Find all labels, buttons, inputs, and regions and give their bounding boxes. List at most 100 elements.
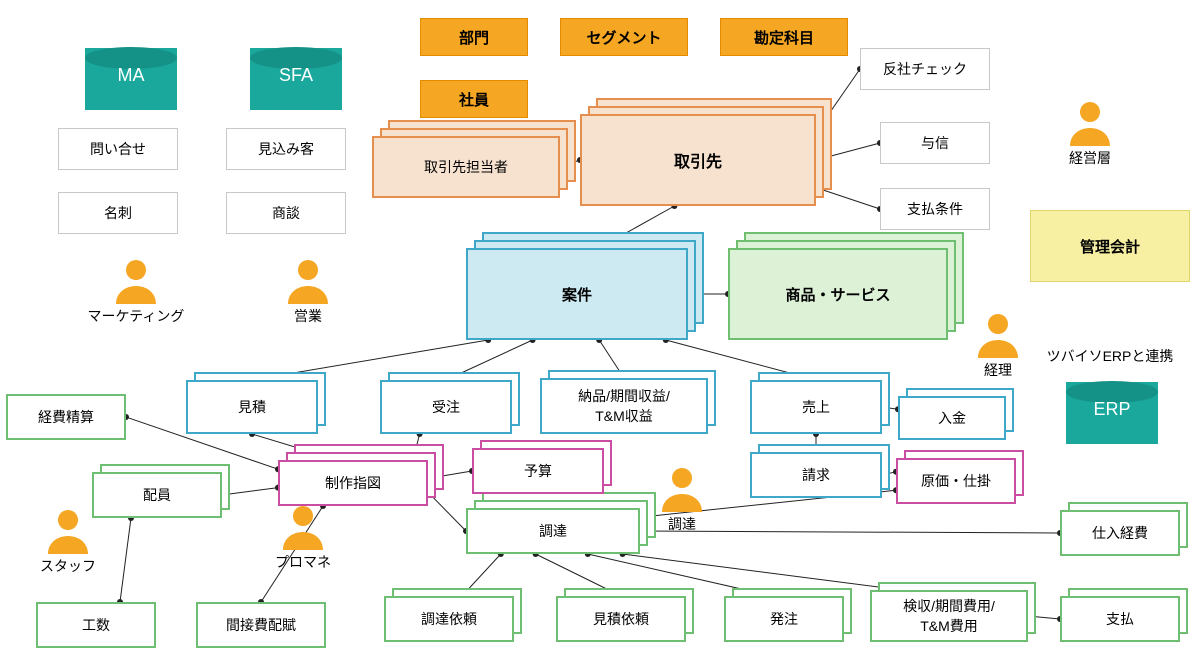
p-staff-label: スタッフ <box>40 556 96 576</box>
cs-sales-label: 売上 <box>802 397 830 417</box>
p-acct: 経理 <box>970 310 1026 380</box>
gb-lead: 見込み客 <box>226 128 346 170</box>
ms-wo-label: 制作指図 <box>325 473 381 493</box>
gb-bizcard-label: 名刺 <box>104 203 132 223</box>
gs-kansetsu-label: 間接費配賦 <box>226 615 296 635</box>
ob-account: 勘定科目 <box>720 18 848 56</box>
gs-inspect: 検収/期間費用/ T&M費用 <box>870 590 1028 642</box>
cyl-sfa: SFA <box>250 48 342 110</box>
edge-gs-haiin-gs-kousu <box>120 518 131 602</box>
gb-erp-link-label: ツバイソERPと連携 <box>1047 346 1174 366</box>
ms-budget: 予算 <box>472 448 604 494</box>
cs-invoice-label: 請求 <box>802 465 830 485</box>
p-pm: プロマネ <box>275 502 331 572</box>
ob-emp-label: 社員 <box>459 89 489 110</box>
gs-pay: 支払 <box>1060 596 1180 642</box>
ms-cost-label: 原価・仕掛 <box>921 471 991 491</box>
cyl-erp-label: ERP <box>1093 399 1130 420</box>
gb-check-label: 反社チェック <box>883 59 967 79</box>
gs-siire-label: 仕入経費 <box>1092 523 1148 543</box>
ms-budget-label: 予算 <box>524 461 552 481</box>
p-acct-label: 経理 <box>970 360 1026 380</box>
ob-segment: セグメント <box>560 18 688 56</box>
yb-mgmt-label: 管理会計 <box>1080 236 1140 257</box>
gs-procreq-label: 調達依頼 <box>421 609 477 629</box>
gs-haiin-label: 配員 <box>143 485 171 505</box>
yb-mgmt: 管理会計 <box>1030 210 1190 282</box>
person-icon <box>1062 98 1118 146</box>
gb-payterm: 支払条件 <box>880 188 990 230</box>
p-staff: スタッフ <box>40 506 96 576</box>
gs-procure-label: 調達 <box>539 521 567 541</box>
gs-siire: 仕入経費 <box>1060 510 1180 556</box>
gs-product-label: 商品・サービス <box>785 284 890 305</box>
gs-kousu: 工数 <box>36 602 156 648</box>
cs-cash-label: 入金 <box>938 408 966 428</box>
cs-order-label: 受注 <box>432 397 460 417</box>
cs-sales: 売上 <box>750 380 882 434</box>
edge-ms-wo-gs-procure <box>428 492 466 531</box>
gs-product: 商品・サービス <box>728 248 948 340</box>
person-icon <box>40 506 96 554</box>
gb-credit: 与信 <box>880 122 990 164</box>
edge-ols-partner-gb-payterm <box>816 188 880 209</box>
ob-dept: 部門 <box>420 18 528 56</box>
gs-exp-label: 経費精算 <box>38 407 94 427</box>
gb-inquiry-label: 問い合せ <box>90 139 146 159</box>
gb-credit-label: 与信 <box>921 133 949 153</box>
gb-check: 反社チェック <box>860 48 990 90</box>
person-icon <box>275 502 331 550</box>
gb-bizcard: 名刺 <box>58 192 178 234</box>
p-marketing-label: マーケティング <box>88 306 185 326</box>
gs-po: 発注 <box>724 596 844 642</box>
gs-quotereq: 見積依頼 <box>556 596 686 642</box>
gs-quotereq-label: 見積依頼 <box>593 609 649 629</box>
ols-contact-label: 取引先担当者 <box>424 157 508 177</box>
cs-cash: 入金 <box>898 396 1006 440</box>
ols-contact: 取引先担当者 <box>372 136 560 198</box>
cs-invoice: 請求 <box>750 452 882 498</box>
p-sales: 営業 <box>280 256 336 326</box>
ms-wo: 制作指図 <box>278 460 428 506</box>
p-pm-label: プロマネ <box>275 552 331 572</box>
gb-deal: 商談 <box>226 192 346 234</box>
gb-lead-label: 見込み客 <box>258 139 314 159</box>
cs-order: 受注 <box>380 380 512 434</box>
person-icon <box>108 256 164 304</box>
gs-procure: 調達 <box>466 508 640 554</box>
gs-procreq: 調達依頼 <box>384 596 514 642</box>
p-proc: 調達 <box>654 464 710 534</box>
gb-payterm-label: 支払条件 <box>907 199 963 219</box>
ols-partner-label: 取引先 <box>674 148 722 172</box>
edge-gs-procure-gs-inspect <box>623 554 902 590</box>
cyl-sfa-label: SFA <box>279 65 313 86</box>
gs-kousu-label: 工数 <box>82 615 110 635</box>
gs-kansetsu: 間接費配賦 <box>196 602 326 648</box>
cs-quote: 見積 <box>186 380 318 434</box>
cyl-erp: ERP <box>1066 382 1158 444</box>
person-icon <box>280 256 336 304</box>
cs-deliver-label: 納品/期間収益/ T&M収益 <box>578 386 670 426</box>
ob-segment-label: セグメント <box>586 27 661 48</box>
gb-deal-label: 商談 <box>272 203 300 223</box>
gs-pay-label: 支払 <box>1106 609 1134 629</box>
ob-emp: 社員 <box>420 80 528 118</box>
p-exec: 経営層 <box>1062 98 1118 168</box>
cyl-ma-label: MA <box>118 65 145 86</box>
ob-account-label: 勘定科目 <box>754 27 814 48</box>
gb-erp-link: ツバイソERPと連携 <box>1020 342 1200 370</box>
gs-haiin: 配員 <box>92 472 222 518</box>
person-icon <box>970 310 1026 358</box>
gs-exp: 経費精算 <box>6 394 126 440</box>
p-marketing: マーケティング <box>108 256 184 326</box>
p-sales-label: 営業 <box>280 306 336 326</box>
cs-deliver: 納品/期間収益/ T&M収益 <box>540 378 708 434</box>
ols-partner: 取引先 <box>580 114 816 206</box>
p-proc-label: 調達 <box>654 514 710 534</box>
gs-po-label: 発注 <box>770 609 798 629</box>
person-icon <box>654 464 710 512</box>
gs-inspect-label: 検収/期間費用/ T&M費用 <box>903 596 995 636</box>
ms-cost: 原価・仕掛 <box>896 458 1016 504</box>
cyl-ma: MA <box>85 48 177 110</box>
ob-dept-label: 部門 <box>459 27 489 48</box>
